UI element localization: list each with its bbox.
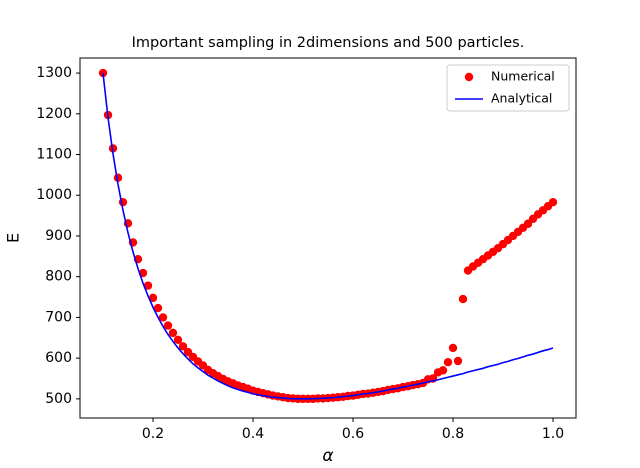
data-point — [458, 294, 468, 304]
y-tick-label: 900 — [45, 228, 72, 244]
y-tick-label: 1100 — [36, 147, 72, 163]
plot-frame — [79, 57, 577, 419]
x-tick-label: 0.2 — [142, 426, 164, 442]
y-tick-label: 1300 — [36, 65, 72, 81]
x-tick-label: 0.4 — [242, 426, 264, 442]
data-point — [173, 335, 183, 345]
data-point — [443, 358, 453, 367]
data-point — [98, 68, 108, 78]
y-tick-label: 1200 — [36, 106, 72, 122]
data-point — [438, 366, 448, 375]
y-tick-label: 700 — [45, 309, 72, 325]
data-point — [448, 343, 458, 353]
data-point — [168, 328, 178, 338]
y-axis-label: E — [4, 233, 23, 243]
data-point — [148, 293, 158, 303]
chart-title: Important sampling in 2dimensions and 50… — [132, 35, 525, 51]
data-point — [158, 313, 168, 322]
y-tick-label: 600 — [45, 350, 72, 366]
data-point — [143, 281, 153, 290]
legend-label: Analytical — [491, 91, 552, 106]
x-tick-label: 0.8 — [442, 426, 464, 442]
data-point — [178, 342, 188, 351]
y-tick-label: 1000 — [36, 187, 72, 203]
y-tick-label: 800 — [45, 269, 72, 285]
y-tick-label: 500 — [45, 391, 72, 407]
legend-label: Numerical — [491, 69, 555, 84]
data-line — [102, 72, 554, 400]
data-point — [453, 356, 463, 366]
legend-marker — [464, 72, 474, 82]
data-point — [163, 321, 173, 330]
data-point — [153, 303, 163, 313]
x-tick-label: 0.6 — [342, 426, 364, 442]
x-axis-label: α — [322, 446, 333, 466]
x-tick-label: 1.0 — [542, 426, 564, 442]
data-point — [548, 197, 558, 207]
